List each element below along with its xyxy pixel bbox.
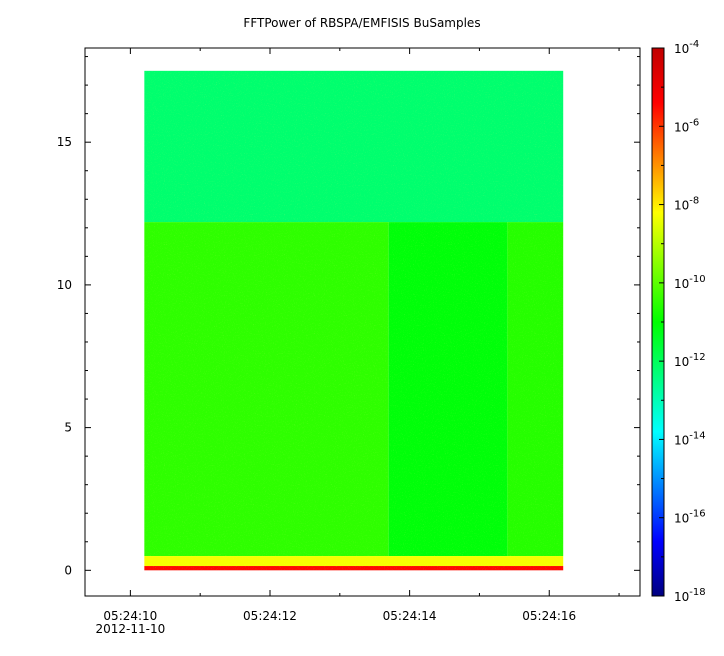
colorbar-tick-label: 10-16 [674,509,706,526]
heatmap-group [144,70,564,571]
y-tick-label: 5 [64,421,72,435]
x-date-label: 2012-11-10 [96,622,166,636]
x-tick-label: 05:24:16 [522,609,576,623]
heatmap-texture [144,70,564,571]
x-axis: 05:24:10 05:24:12 05:24:14 05:24:16 2012-11-… [96,48,620,636]
colorbar-tick-label: 10-8 [674,196,699,213]
y-tick-label: 0 [64,563,72,577]
x-tick-label: 05:24:14 [383,609,437,623]
y-tick-label: 15 [57,135,72,149]
colorbar-tick-label: 10-18 [674,587,706,604]
y-tick-label: 10 [57,278,72,292]
colorbar-tick-label: 10-12 [674,352,706,369]
chart-title: FFTPower of RBSPA/EMFISIS BuSamples [243,16,481,30]
colorbar-tick-label: 10-4 [674,39,699,56]
y-axis: 0 5 10 15 [57,56,640,577]
colorbar: 10-4 10-6 10-8 10-10 10-12 10-14 10-16 10-18 [651,39,706,604]
x-tick-label: 05:24:12 [243,609,297,623]
x-tick-label: 05:24:10 [103,609,157,623]
colorbar-tick-label: 10-14 [674,430,706,447]
colorbar-tick-label: 10-6 [674,117,699,134]
colorbar-tick-label: 10-10 [674,274,706,291]
